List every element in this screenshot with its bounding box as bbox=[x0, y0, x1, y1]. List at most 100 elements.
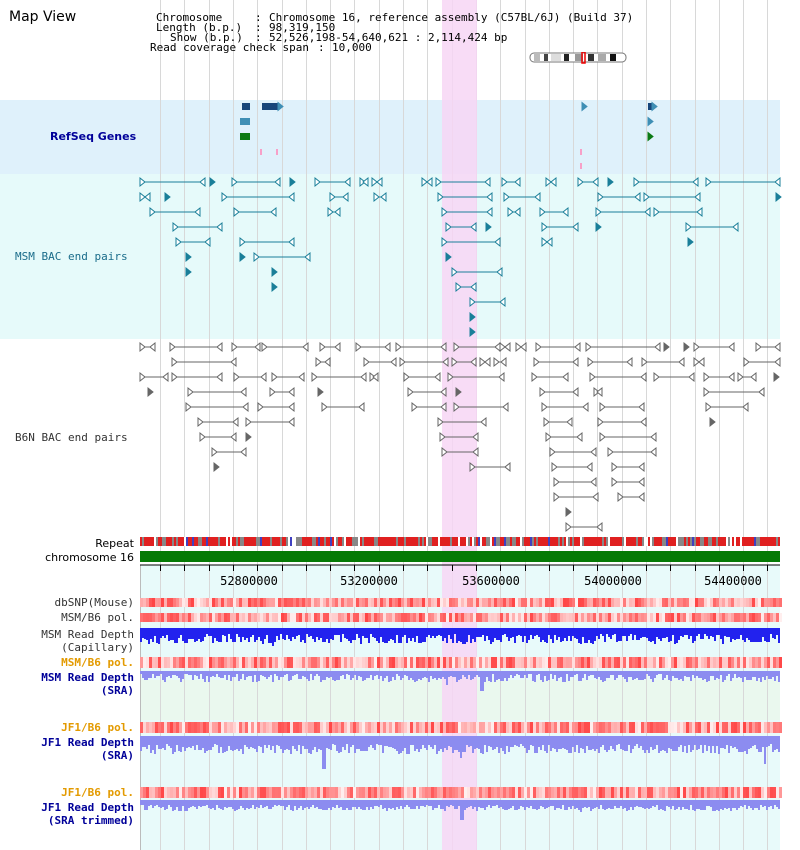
jf1-read-depth-sra-label[interactable]: JF1 Read Depth bbox=[41, 736, 134, 749]
msm-capillary-depth-bar bbox=[568, 628, 570, 636]
repeat-block bbox=[574, 537, 576, 546]
b6n-bac-end bbox=[317, 386, 324, 398]
dbsnp-label[interactable]: dbSNP(Mouse) bbox=[54, 596, 134, 609]
msm-b6-pol-cell bbox=[548, 613, 551, 622]
repeat-block bbox=[320, 537, 322, 546]
jf1-sra-depth-bar bbox=[592, 736, 594, 749]
grid-line bbox=[257, 0, 258, 850]
jf1-trimmed-depth-bar bbox=[394, 800, 396, 810]
jf1-b6-pol-trimmed-cell bbox=[605, 787, 608, 798]
msm-sra-depth-bar bbox=[720, 671, 722, 675]
repeat-block bbox=[572, 537, 574, 546]
msm-sra-depth-bar bbox=[698, 671, 700, 678]
dbsnp-cell bbox=[407, 598, 410, 607]
jf1-b6-pol-trimmed-cell bbox=[248, 787, 251, 798]
msm-b6-pol-sra-cell bbox=[281, 657, 284, 668]
jf1-sra-depth-bar bbox=[610, 736, 612, 746]
msm-b6-pol-sra-cell bbox=[371, 657, 374, 668]
msm-b6-pol-sra-cell bbox=[674, 657, 677, 668]
msm-capillary-depth-bar bbox=[528, 628, 530, 640]
msm-capillary-depth-bar bbox=[364, 628, 366, 638]
msm-b6-pol-cell bbox=[764, 613, 767, 622]
dbsnp-cell bbox=[257, 598, 260, 607]
msm-capillary-depth-bar bbox=[394, 628, 396, 643]
msm-capillary-depth-bar bbox=[552, 628, 554, 643]
jf1-sra-depth-bar bbox=[744, 736, 746, 751]
msm-b6-pol-sra-cell bbox=[491, 657, 494, 668]
repeat-block bbox=[282, 537, 284, 546]
msm-bac-label[interactable]: MSM BAC end pairs bbox=[15, 250, 128, 263]
msm-b6-pol-sra-cell bbox=[335, 657, 338, 668]
msm-b6-pol-cell bbox=[272, 613, 275, 622]
msm-b6-pol-cell bbox=[248, 613, 251, 622]
msm-capillary-depth-bar bbox=[762, 628, 764, 637]
jf1-trimmed-depth-bar bbox=[558, 800, 560, 808]
jf1-trimmed-depth-bar bbox=[652, 800, 654, 806]
b6n-bac-pair-end bbox=[728, 371, 735, 383]
msm-sra-depth-bar bbox=[422, 671, 424, 678]
refseq-genes-label[interactable]: RefSeq Genes bbox=[50, 130, 137, 143]
msm-bac-pair-end bbox=[204, 236, 211, 248]
b6n-bac-label[interactable]: B6N BAC end pairs bbox=[15, 431, 128, 444]
jf1-b6-pol-cell bbox=[392, 722, 395, 733]
jf1-trimmed-depth-bar bbox=[720, 800, 722, 809]
msm-sra-depth-bar bbox=[458, 671, 460, 680]
jf1-trimmed-depth-bar bbox=[648, 800, 650, 809]
jf1-b6-pol-trimmed-cell bbox=[743, 787, 746, 798]
jf1-sra-depth-bar bbox=[562, 736, 564, 748]
jf1-sra-depth-bar bbox=[266, 736, 268, 748]
repeat-block bbox=[302, 537, 304, 546]
jf1-b6-pol-trimmed-cell bbox=[644, 787, 647, 798]
msm-b6-pol-label[interactable]: MSM/B6 pol. bbox=[61, 611, 134, 624]
jf1-trimmed-depth-bar bbox=[208, 800, 210, 808]
msm-sra-depth-bar bbox=[562, 671, 564, 682]
b6n-bac-end bbox=[663, 341, 670, 353]
msm-b6-pol-cell bbox=[338, 613, 341, 622]
msm-b6-pol-sra-label[interactable]: MSM/B6 pol. bbox=[61, 656, 134, 669]
chromosome-ideogram[interactable] bbox=[528, 52, 630, 64]
jf1-sra-depth-bar bbox=[442, 736, 444, 752]
repeat-block bbox=[396, 537, 398, 546]
msm-capillary-depth-bar bbox=[236, 628, 238, 634]
msm-capillary-depth-bar bbox=[438, 628, 440, 635]
dbsnp-cell bbox=[557, 598, 560, 607]
repeat-label[interactable]: Repeat bbox=[95, 537, 134, 550]
chromosome-track-label[interactable]: chromosome 16 bbox=[45, 551, 134, 564]
jf1-sra-depth-bar bbox=[672, 736, 674, 751]
repeat-block bbox=[690, 537, 692, 546]
dbsnp-cell bbox=[569, 598, 572, 607]
jf1-read-depth-trimmed-label[interactable]: JF1 Read Depth bbox=[41, 801, 134, 814]
msm-sra-depth-bar bbox=[590, 671, 592, 675]
jf1-b6-pol-cell bbox=[677, 722, 680, 733]
msm-b6-pol-sra-cell bbox=[239, 657, 242, 668]
dbsnp-cell bbox=[392, 598, 395, 607]
dbsnp-cell bbox=[689, 598, 692, 607]
dbsnp-cell bbox=[341, 598, 344, 607]
jf1-trimmed-depth-bar bbox=[376, 800, 378, 806]
highlight-region[interactable] bbox=[442, 0, 477, 850]
axis-tick-label: 53600000 bbox=[462, 574, 520, 588]
msm-capillary-depth-bar bbox=[408, 628, 410, 638]
jf1-b6-pol-cell bbox=[140, 722, 143, 733]
msm-sra-depth-bar bbox=[680, 671, 682, 679]
jf1-sra-depth-bar bbox=[516, 736, 518, 746]
msm-read-depth-capillary-label[interactable]: MSM Read Depth bbox=[41, 628, 134, 641]
repeat-block bbox=[562, 537, 564, 546]
jf1-trimmed-depth-bar bbox=[508, 800, 510, 809]
repeat-block bbox=[422, 537, 424, 546]
msm-sra-depth-bar bbox=[184, 671, 186, 674]
jf1-b6-pol-trimmed-label[interactable]: JF1/B6 pol. bbox=[61, 786, 134, 799]
msm-b6-pol-cell bbox=[365, 613, 368, 622]
repeat-block bbox=[228, 537, 230, 546]
msm-read-depth-sra-label[interactable]: MSM Read Depth bbox=[41, 671, 134, 684]
jf1-trimmed-depth-bar bbox=[180, 800, 182, 811]
msm-capillary-depth-bar bbox=[774, 628, 776, 639]
msm-sra-depth-bar bbox=[702, 671, 704, 680]
jf1-b6-pol-trimmed-cell bbox=[140, 787, 143, 798]
jf1-b6-pol-label[interactable]: JF1/B6 pol. bbox=[61, 721, 134, 734]
msm-b6-pol-sra-cell bbox=[722, 657, 725, 668]
dbsnp-cell bbox=[620, 598, 623, 607]
dbsnp-cell bbox=[350, 598, 353, 607]
msm-bac-pair-end bbox=[486, 206, 493, 218]
